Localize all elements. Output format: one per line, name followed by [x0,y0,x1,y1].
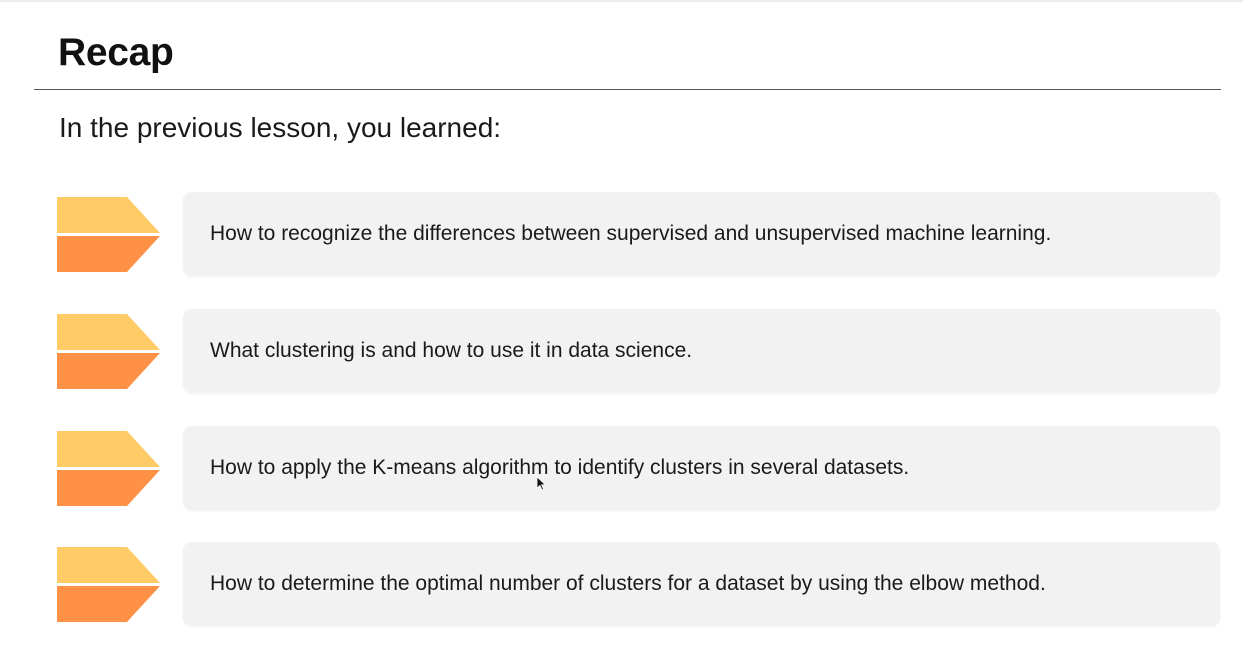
top-edge-divider [0,0,1243,2]
mouse-cursor-icon [536,476,547,491]
recap-card: How to determine the optimal number of c… [183,542,1220,626]
recap-item: How to recognize the differences between… [0,192,1243,278]
recap-card: How to recognize the differences between… [183,192,1220,276]
slide-title: Recap [58,31,174,74]
slide-subtitle: In the previous lesson, you learned: [59,112,502,143]
title-divider [34,89,1221,90]
recap-item-text: How to determine the optimal number of c… [210,572,1046,595]
recap-item-text: How to apply the K-means algorithm to id… [210,456,910,479]
recap-item-text: What clustering is and how to use it in … [210,339,693,362]
recap-item: How to determine the optimal number of c… [0,542,1243,628]
recap-item-text: How to recognize the differences between… [210,222,1052,245]
recap-card: What clustering is and how to use it in … [183,309,1220,393]
recap-card: How to apply the K-means algorithm to id… [183,426,1220,510]
chevron-arrow-icon [57,547,161,622]
chevron-arrow-icon [57,431,161,506]
chevron-arrow-icon [57,197,161,272]
recap-item: What clustering is and how to use it in … [0,309,1243,395]
chevron-arrow-icon [57,314,161,389]
recap-item: How to apply the K-means algorithm to id… [0,426,1243,512]
